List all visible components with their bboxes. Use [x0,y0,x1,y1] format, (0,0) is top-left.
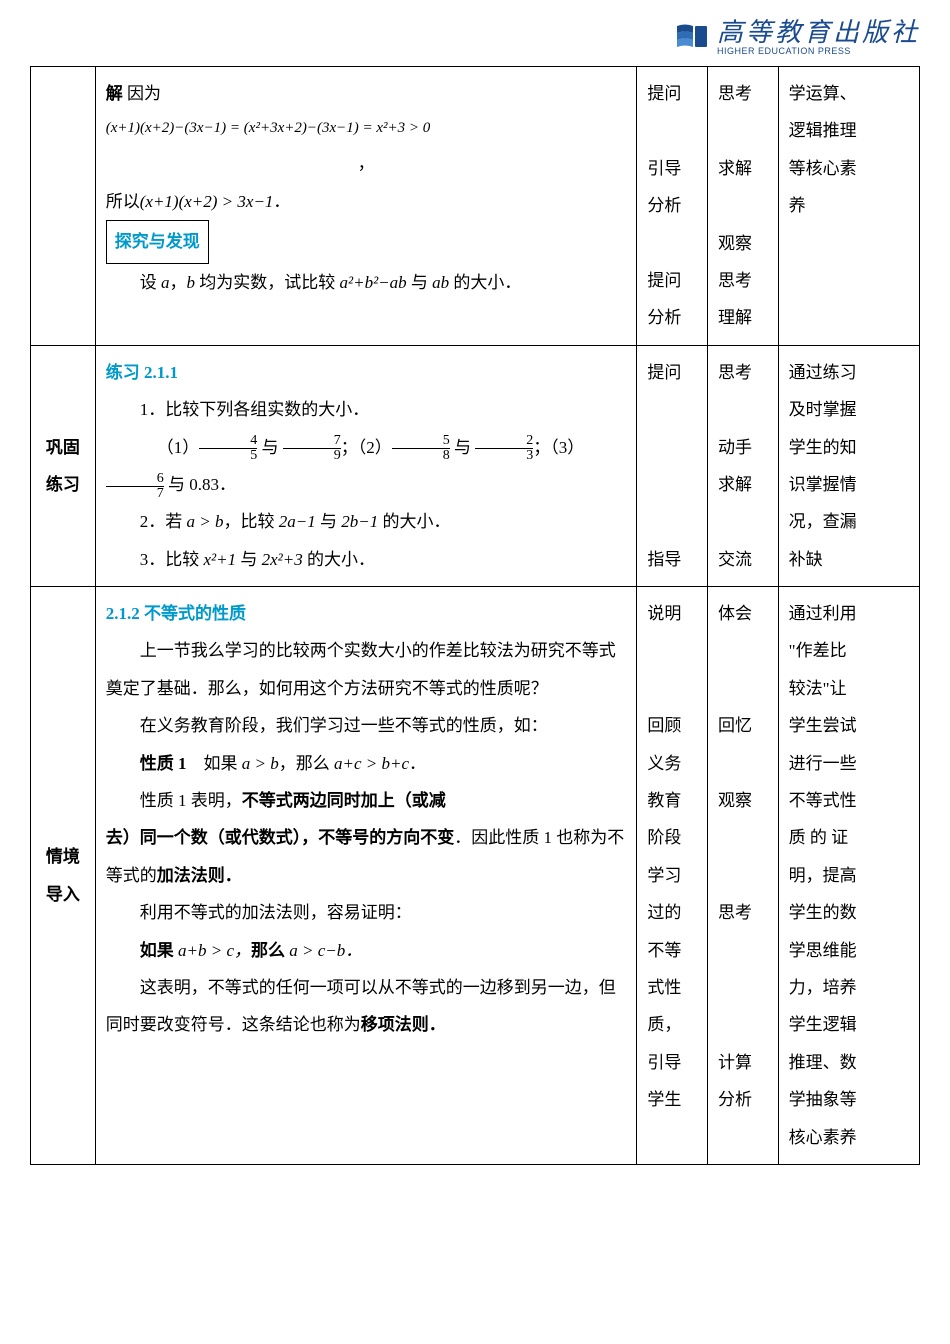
solve-intro: 因为 [123,84,161,103]
student-activity-cell: 思考 动手 求解 交流 [708,345,779,586]
para1: 上一节我么学习的比较两个实数大小的作差比较法为研究不等式奠定了基础．那么，如何用… [106,632,627,707]
teacher-activity-cell: 说明 回顾 义务 教育 阶段 学习 过的 不等 式性 质， 引导 学生 [637,587,708,1165]
goal-cell: 学运算、 逻辑推理 等核心素 养 [778,67,919,346]
section-title: 2.1.2 不等式的性质 [106,595,627,632]
goal-cell: 通过利用 "作差比 较法"让 学生尝试 进行一些 不等式性 质 的 证 明，提高… [778,587,919,1165]
para3: 利用不等式的加法法则，容易证明： [106,894,627,931]
logo-wrapper: 高等教育出版社 HIGHER EDUCATION PRESS [669,20,920,56]
formula-1: (x+1)(x+2)−(3x−1) = (x²+3x+2)−(3x−1) = x… [106,112,627,145]
formula-period: ． [273,192,290,211]
table-row: 情境 导入 2.1.2 不等式的性质 上一节我么学习的比较两个实数大小的作差比较… [31,587,920,1165]
formula-2: (x+1)(x+2) > 3x−1 [140,192,274,211]
table-row: 解 因为 (x+1)(x+2)−(3x−1) = (x²+3x+2)−(3x−1… [31,67,920,346]
table-row: 巩固 练习 练习 2.1.1 1．比较下列各组实数的大小． （1）45 与 79… [31,345,920,586]
publisher-logo-icon [669,21,709,56]
corollary: 如果 a+b > c，那么 a > c−b． [106,932,627,969]
practice-title: 练习 2.1.1 [106,354,627,391]
para4: 这表明，不等式的任何一项可以从不等式的一边移到另一边，但同时要改变符号．这条结论… [106,969,627,1044]
goal-cell: 通过练习 及时掌握 学生的知 识掌握情 况，查漏 补缺 [778,345,919,586]
lesson-plan-table: 解 因为 (x+1)(x+2)−(3x−1) = (x²+3x+2)−(3x−1… [30,66,920,1165]
explore-title-box: 探究与发现 [106,220,209,263]
logo-chinese-text: 高等教育出版社 [717,20,920,46]
conclusion-prefix: 所以 [106,192,140,211]
row-label-cell: 巩固 练习 [31,345,96,586]
solve-label: 解 [106,84,123,103]
q3: 3．比较 x²+1 与 2x²+3 的大小． [106,541,627,578]
content-cell: 练习 2.1.1 1．比较下列各组实数的大小． （1）45 与 79；（2）58… [95,345,637,586]
q1-intro: 1．比较下列各组实数的大小． [106,391,627,428]
property-1: 性质 1 如果 a > b，那么 a+c > b+c． [106,745,627,782]
student-activity-cell: 体会 回忆 观察 思考 计算 分析 [708,587,779,1165]
logo-english-text: HIGHER EDUCATION PRESS [717,46,920,56]
q2: 2．若 a > b，比较 2a−1 与 2b−1 的大小． [106,503,627,540]
q1-items: （1）45 与 79；（2）58 与 23；（3）67 与 0.83． [106,429,627,504]
row-label-cell [31,67,96,346]
property-1-explain: 性质 1 表明，不等式两边同时加上（或减 [106,782,627,819]
teacher-activity-cell: 提问 引导 分析 提问 分析 [637,67,708,346]
logo-text-group: 高等教育出版社 HIGHER EDUCATION PRESS [717,20,920,56]
page-header: 高等教育出版社 HIGHER EDUCATION PRESS [30,20,920,56]
explore-text: 设 a，b 均为实数，试比较 a²+b²−ab 与 ab 的大小． [106,264,627,301]
content-cell: 解 因为 (x+1)(x+2)−(3x−1) = (x²+3x+2)−(3x−1… [95,67,637,346]
student-activity-cell: 思考 求解 观察 思考 理解 [708,67,779,346]
property-1-explain-cont: 去）同一个数（或代数式），不等号的方向不变．因此性质 1 也称为不等式的加法法则… [106,819,627,894]
teacher-activity-cell: 提问 指导 [637,345,708,586]
para2: 在义务教育阶段，我们学习过一些不等式的性质，如： [106,707,627,744]
content-cell: 2.1.2 不等式的性质 上一节我么学习的比较两个实数大小的作差比较法为研究不等… [95,587,637,1165]
row-label-cell: 情境 导入 [31,587,96,1165]
